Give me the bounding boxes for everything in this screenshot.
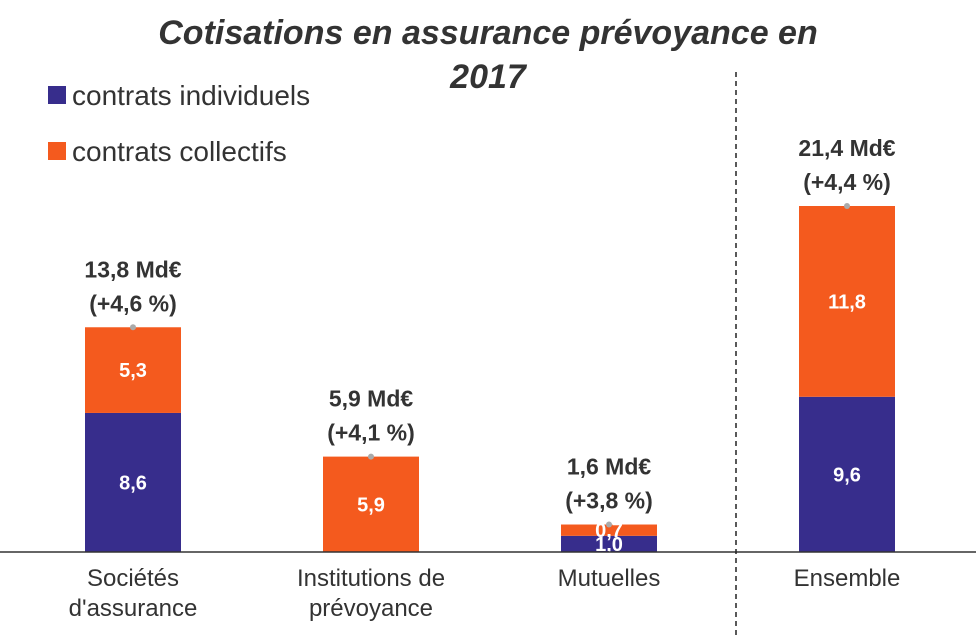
data-label: 9,6 bbox=[833, 464, 861, 486]
bars: 8,6 5,3 13,8 Md€ (+4,6 %) 5,9 5,9 Md€ (+4,1 %)… bbox=[84, 135, 895, 556]
data-label: 5,9 bbox=[357, 494, 385, 516]
legend-label-1: contrats collectifs bbox=[72, 136, 287, 167]
total-change: (+4,4 %) bbox=[803, 169, 891, 195]
legend-swatch-1 bbox=[48, 142, 66, 160]
chart-title-line-1: Cotisations en assurance prévoyance en bbox=[158, 14, 817, 52]
bar-segment bbox=[561, 524, 657, 536]
legend-swatch-0 bbox=[48, 86, 66, 104]
x-tick-label: prévoyance bbox=[309, 595, 433, 622]
chart-title: Cotisations en assurance prévoyance en 20… bbox=[158, 14, 817, 96]
total-amount: 1,6 Md€ bbox=[567, 454, 652, 480]
bar-segment bbox=[323, 456, 419, 552]
total-marker bbox=[844, 203, 850, 209]
total-change: (+4,6 %) bbox=[89, 290, 177, 316]
x-tick-label: Mutuelles bbox=[558, 565, 661, 592]
total-amount: 5,9 Md€ bbox=[329, 386, 414, 412]
data-label: 11,8 bbox=[828, 291, 866, 313]
data-label: 1,0 bbox=[595, 534, 623, 556]
total-amount: 21,4 Md€ bbox=[798, 135, 895, 161]
chart-title-line-2: 2017 bbox=[449, 58, 528, 96]
total-marker bbox=[130, 324, 136, 331]
legend: contrats individuels contrats collectifs bbox=[48, 80, 310, 167]
legend-label-0: contrats individuels bbox=[72, 80, 310, 111]
x-tick-label: Sociétés bbox=[87, 565, 179, 592]
total-marker bbox=[606, 521, 612, 528]
x-tick-label: d'assurance bbox=[69, 595, 198, 622]
bar-segment bbox=[561, 535, 657, 552]
x-tick-label: Ensemble bbox=[794, 565, 901, 592]
data-label: 8,6 bbox=[119, 472, 147, 494]
x-tick-label: Institutions de bbox=[297, 565, 445, 592]
bar-segment bbox=[85, 412, 181, 552]
data-label: 5,3 bbox=[119, 360, 147, 382]
total-amount: 13,8 Md€ bbox=[84, 256, 181, 282]
bar-segment bbox=[799, 206, 895, 397]
total-change: (+4,1 %) bbox=[327, 420, 415, 446]
total-marker bbox=[368, 453, 374, 460]
bar-segment bbox=[799, 396, 895, 552]
bar-segment bbox=[85, 327, 181, 413]
data-label: 0,7 bbox=[595, 520, 623, 542]
total-change: (+3,8 %) bbox=[565, 488, 653, 514]
x-axis: Sociétés d'assurance Institutions de prévoy… bbox=[0, 72, 976, 638]
